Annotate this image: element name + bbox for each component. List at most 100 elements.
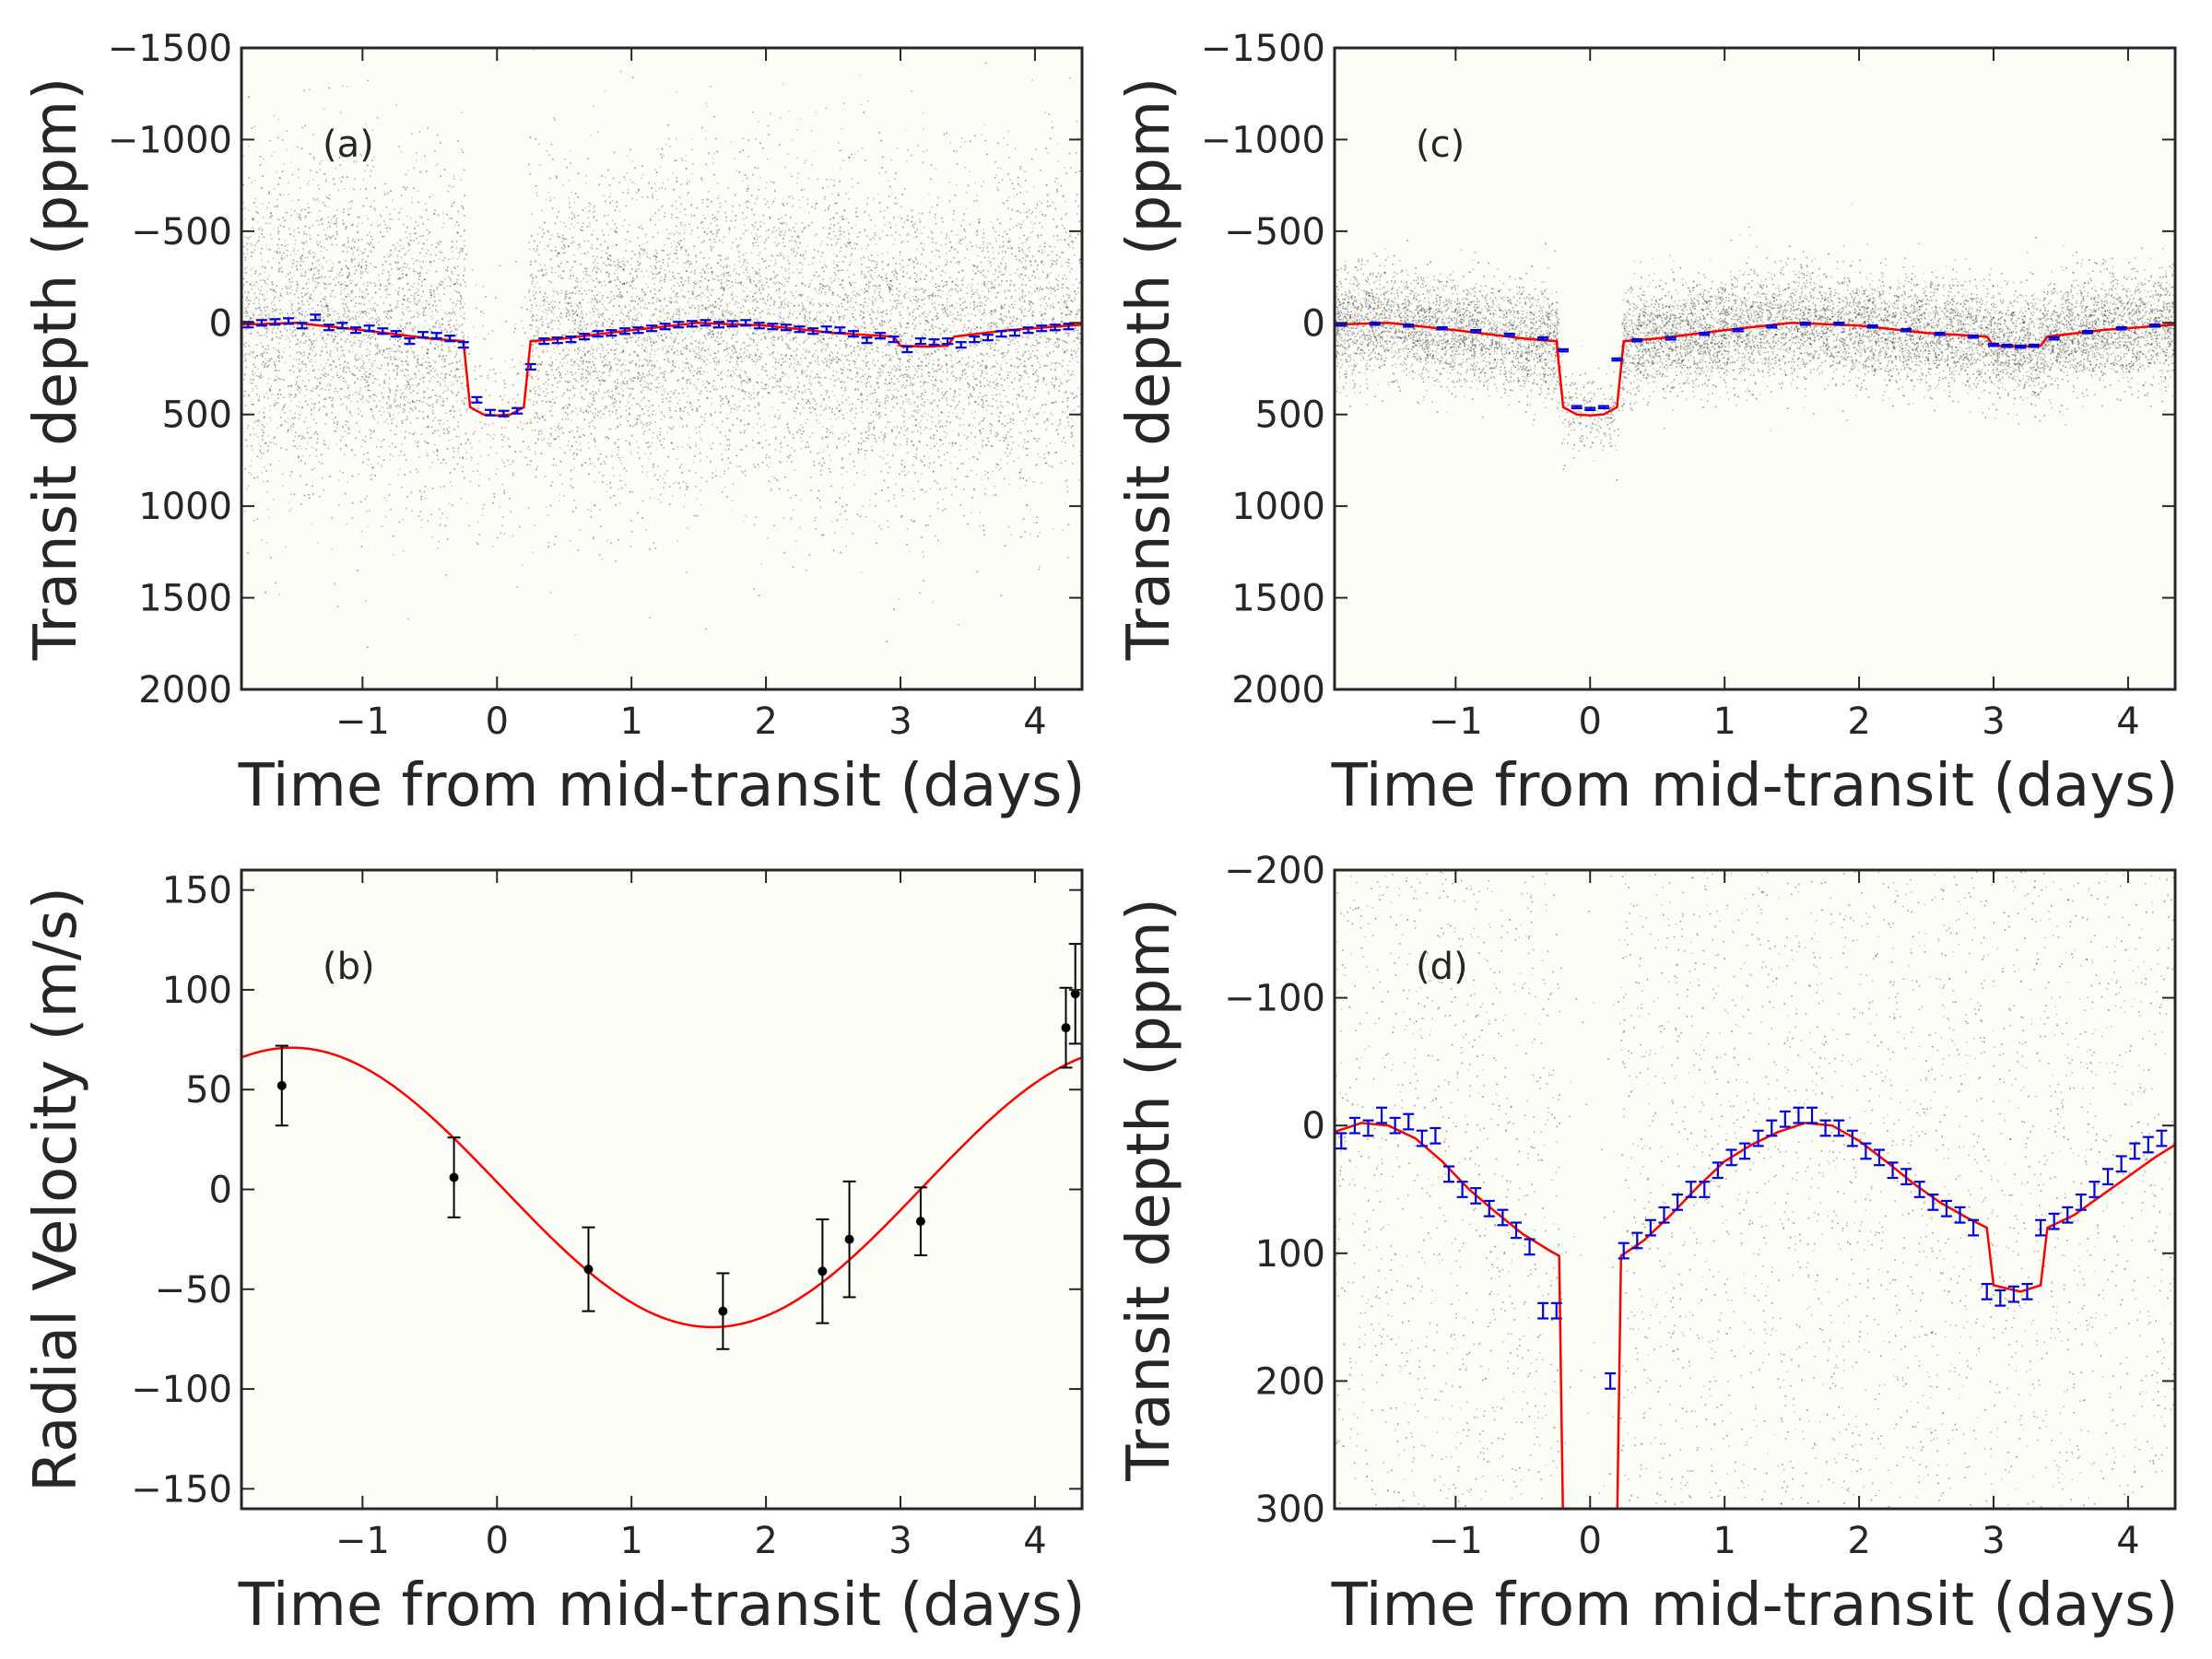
binned-point (471, 395, 483, 404)
binned-point (1732, 327, 1744, 333)
binned-point (1456, 1181, 1468, 1198)
panel-tag: (c) (1416, 124, 1465, 166)
binned-point (1934, 331, 1946, 336)
binned-point (2007, 1285, 2019, 1303)
x-tick-label: 1 (1712, 1520, 1735, 1562)
binned-point (2115, 325, 2127, 331)
binned-point (753, 322, 765, 330)
binned-point (1510, 1221, 1522, 1240)
binned-point (1403, 1112, 1415, 1131)
binned-point (1335, 1132, 1347, 1150)
binned-point (1968, 334, 1980, 339)
binned-point (834, 326, 846, 335)
binned-point (2048, 335, 2060, 341)
y-tick-label: −1500 (1201, 28, 1325, 70)
panel-tag: (a) (323, 124, 374, 166)
binned-point (767, 323, 779, 331)
binned-point (417, 331, 429, 339)
binned-point (794, 325, 806, 334)
binned-point (820, 325, 832, 334)
plot-area (1335, 48, 2175, 689)
x-tick-label: 0 (1579, 1520, 1602, 1562)
binned-point (2102, 1168, 2114, 1186)
binned-point (1793, 1106, 1805, 1124)
binned-point (1873, 1148, 1885, 1167)
binned-point (1470, 328, 1482, 334)
binned-point (1954, 1206, 1966, 1224)
binned-point (444, 335, 456, 343)
binned-point (955, 341, 967, 349)
y-tick-label: −50 (155, 1269, 232, 1312)
binned-point (2115, 1155, 2127, 1173)
x-tick-label: 3 (888, 1520, 912, 1562)
x-axis-label: Time from mid-transit (days) (238, 752, 1086, 820)
y-axis-label: Transit depth (ppm) (22, 77, 90, 662)
binned-point (2021, 1282, 2033, 1300)
binned-point (1658, 1206, 1670, 1224)
y-axis: −1500 −1000 −500 0 500 1000 1500 2000 (1201, 28, 2175, 712)
binned-point (512, 406, 524, 415)
x-tick-label: 2 (754, 1520, 777, 1562)
binned-point (579, 333, 591, 341)
binned-point (995, 330, 1007, 338)
binned-point (1376, 1106, 1388, 1124)
binned-point (1611, 357, 1623, 362)
binned-point (283, 317, 295, 325)
binned-point (1631, 337, 1643, 343)
binned-point (888, 335, 900, 344)
binned-point (269, 318, 281, 326)
x-tick-label: 2 (1847, 1520, 1870, 1562)
x-tick-label: 0 (486, 1520, 509, 1562)
binned-point (1766, 324, 1778, 329)
plot-frame (1333, 46, 2177, 691)
binned-point (673, 321, 685, 329)
binned-point (1049, 324, 1061, 332)
binned-point (390, 330, 402, 338)
binned-point (2082, 329, 2094, 335)
x-axis: −1 0 1 2 3 4 (335, 870, 1047, 1562)
binned-point (310, 313, 322, 322)
binned-point (1799, 321, 1811, 326)
binned-point (969, 335, 981, 344)
binned-point (726, 320, 738, 328)
raw-photometry-points (1335, 870, 2175, 1509)
binned-point (1524, 1238, 1535, 1256)
binned-point (1403, 323, 1415, 328)
y-axis: −1500 −1000 −500 0 500 1000 1500 2000 (108, 28, 1082, 712)
y-tick-label: −1000 (108, 119, 232, 161)
binned-point (1806, 1106, 1818, 1124)
x-tick-label: 3 (1982, 1520, 2005, 1562)
y-tick-label: 300 (1255, 1488, 1325, 1531)
rv-point (275, 1044, 288, 1127)
x-tick-label: 3 (1982, 700, 2005, 743)
plot-content (241, 943, 1082, 1350)
rv-point (447, 1136, 461, 1218)
x-tick-label: 1 (619, 700, 642, 743)
y-tick-label: 0 (1302, 1105, 1325, 1147)
binned-point (1503, 332, 1515, 337)
y-tick-label: −150 (131, 1468, 232, 1511)
binned-point (1009, 329, 1021, 337)
x-tick-label: 0 (486, 700, 509, 743)
binned-points (1335, 321, 2161, 412)
binned-point (740, 319, 752, 327)
plot-content (241, 49, 1082, 649)
binned-point (1497, 1208, 1509, 1227)
binned-point (1550, 1301, 1562, 1320)
binned-point (1913, 1181, 1925, 1198)
binned-point (350, 326, 362, 335)
y-tick-label: −1500 (108, 28, 232, 70)
binned-point (1672, 1193, 1684, 1211)
plot-frame (240, 46, 1084, 691)
binned-point (875, 332, 887, 340)
binned-point (336, 322, 348, 330)
binned-point (1597, 405, 1609, 410)
y-axis: −200 −100 0 100 200 300 (1224, 850, 2175, 1531)
binned-point (1739, 1142, 1751, 1160)
binned-point (323, 324, 335, 332)
y-tick-label: 50 (185, 1069, 232, 1112)
y-tick-label: 2000 (138, 669, 232, 712)
x-tick-label: 0 (1579, 700, 1602, 743)
binned-point (592, 330, 604, 338)
binned-point (982, 334, 994, 342)
